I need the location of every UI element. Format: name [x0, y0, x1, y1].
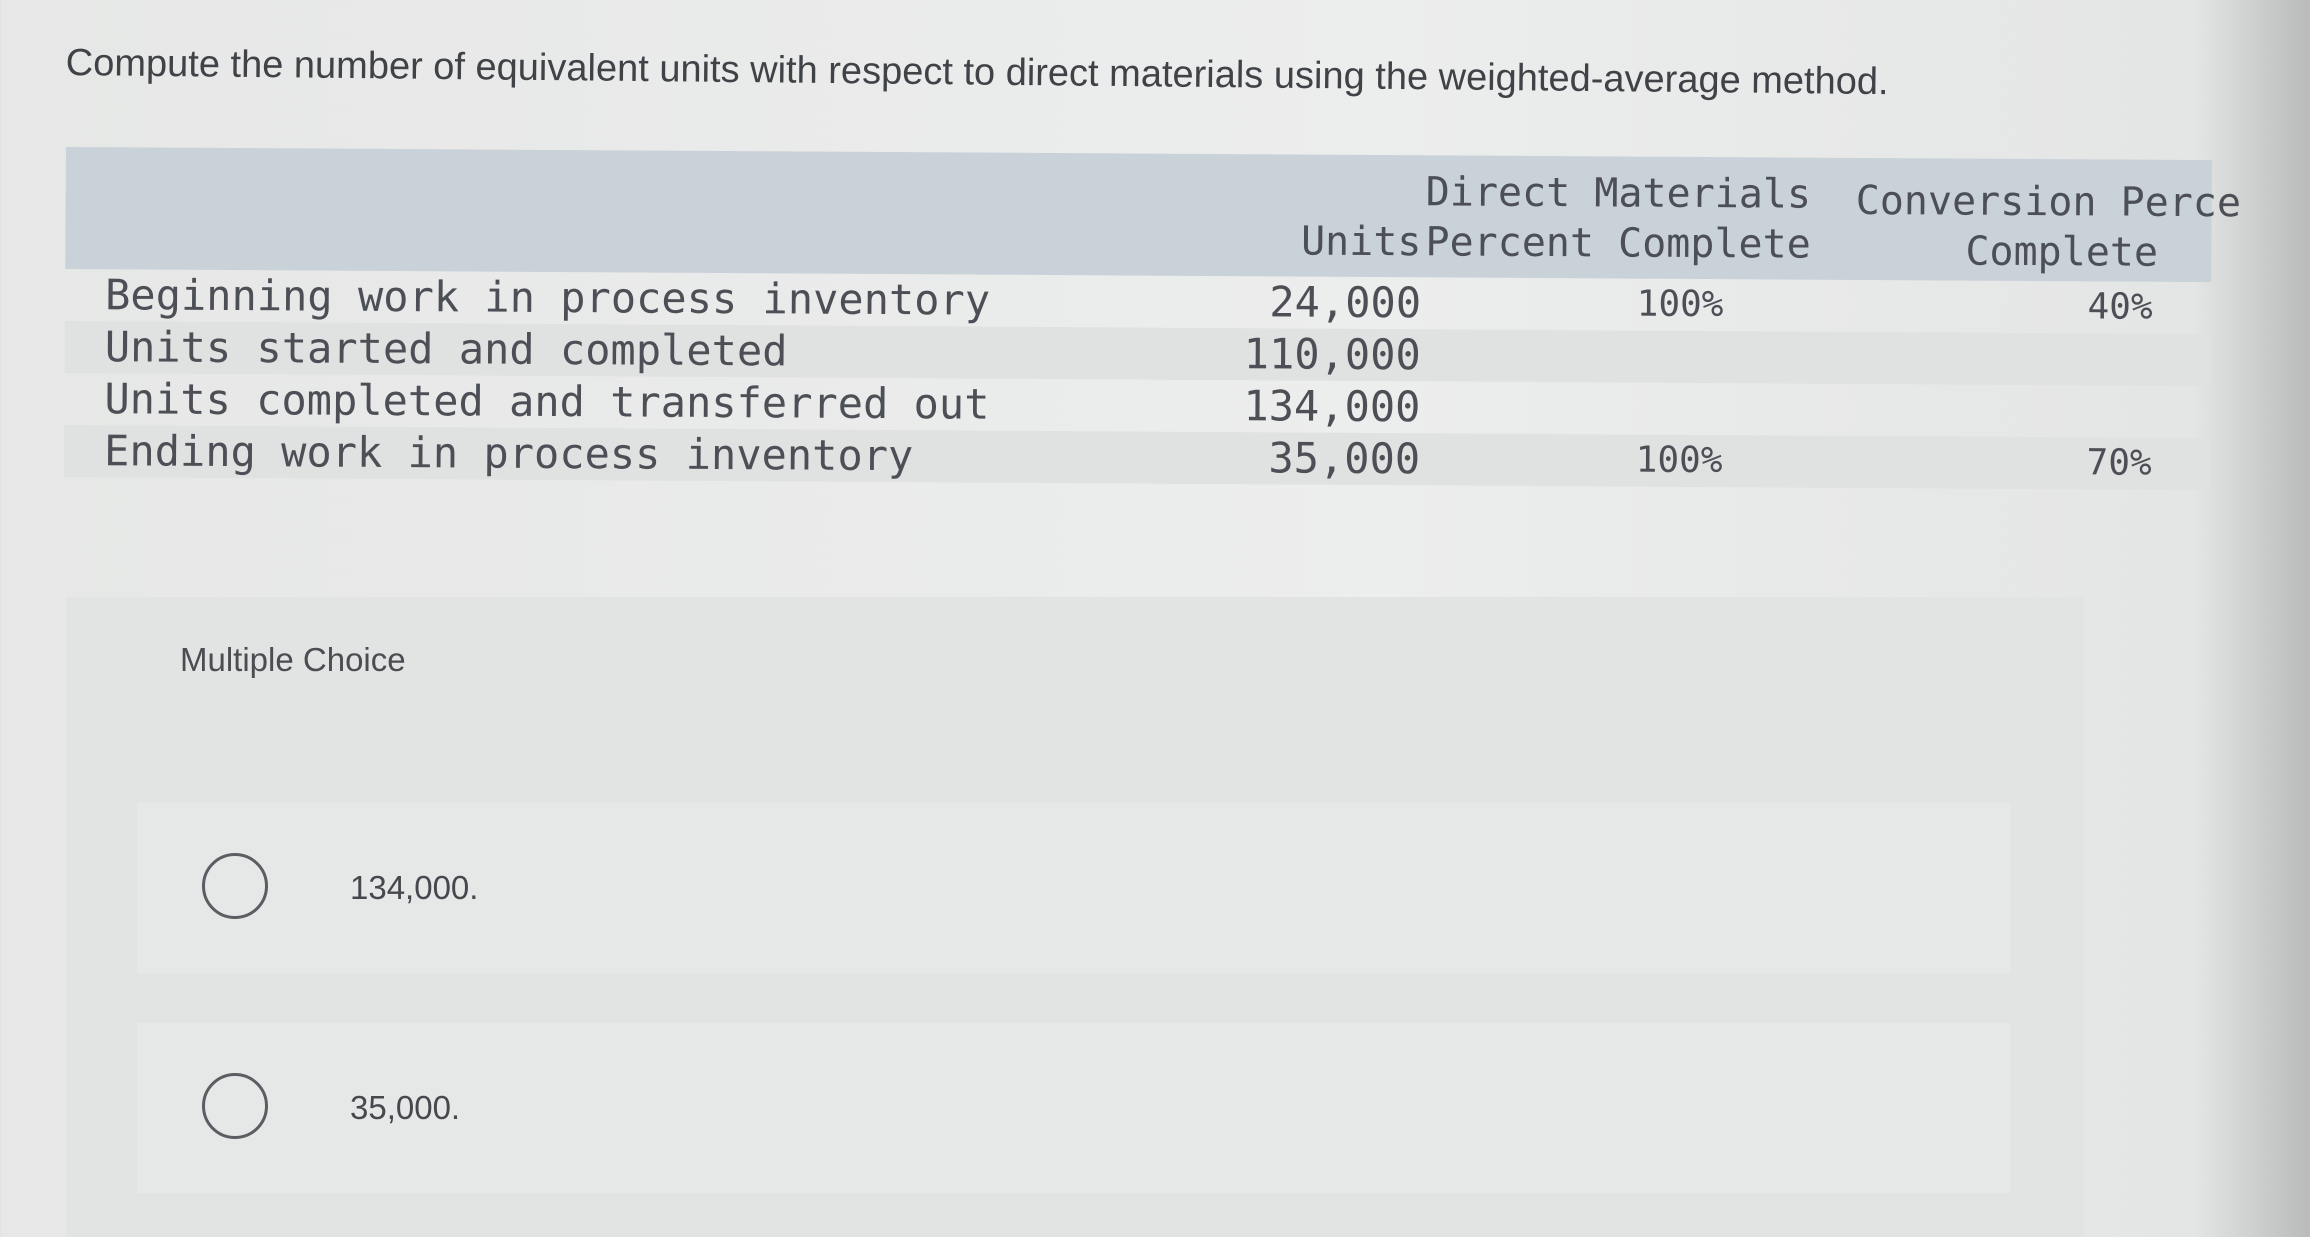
multiple-choice-title: Multiple Choice — [180, 641, 406, 678]
data-table: Units Direct Materials Percent Complete … — [63, 147, 2241, 491]
header-units: Units — [1300, 218, 1422, 266]
row-units: 134,000 — [1243, 381, 1421, 432]
radio-button-icon[interactable] — [202, 853, 268, 919]
row-cv — [2055, 333, 2185, 334]
row-dm — [1615, 330, 1745, 331]
header-cv-line2: Complete — [1965, 228, 2159, 276]
choice-option-1[interactable]: 134,000. — [137, 803, 2010, 973]
row-label: Beginning work in process inventory — [104, 270, 991, 325]
choice-label[interactable]: 35,000. — [350, 1089, 461, 1126]
row-label: Ending work in process inventory — [103, 426, 914, 481]
radio-button-icon[interactable] — [202, 1073, 268, 1139]
row-cv: 70% — [2086, 442, 2152, 484]
row-units: 24,000 — [1269, 277, 1422, 328]
header-dm-line1: Direct Materials — [1425, 169, 1812, 218]
row-dm: 100% — [1636, 283, 1724, 326]
row-label: Units completed and transferred out — [104, 374, 990, 429]
question-text: Compute the number of equivalent units w… — [65, 42, 1889, 104]
row-units: 110,000 — [1243, 329, 1421, 380]
choice-option-2[interactable]: 35,000. — [137, 1023, 2010, 1193]
header-cv-line1: Conversion Perce — [1855, 177, 2242, 227]
row-dm — [1615, 382, 1745, 383]
row-cv: 40% — [2087, 286, 2153, 328]
row-dm: 100% — [1635, 439, 1723, 482]
row-label: Units started and completed — [104, 322, 788, 376]
choice-label[interactable]: 134,000. — [350, 869, 479, 906]
row-units: 35,000 — [1268, 433, 1421, 484]
multiple-choice-panel: Multiple Choice 134,000. 35,000. — [66, 597, 2084, 1237]
header-dm-line2: Percent Complete — [1425, 219, 1811, 268]
table-header: Units Direct Materials Percent Complete … — [65, 147, 2241, 283]
row-cv — [2055, 385, 2185, 386]
